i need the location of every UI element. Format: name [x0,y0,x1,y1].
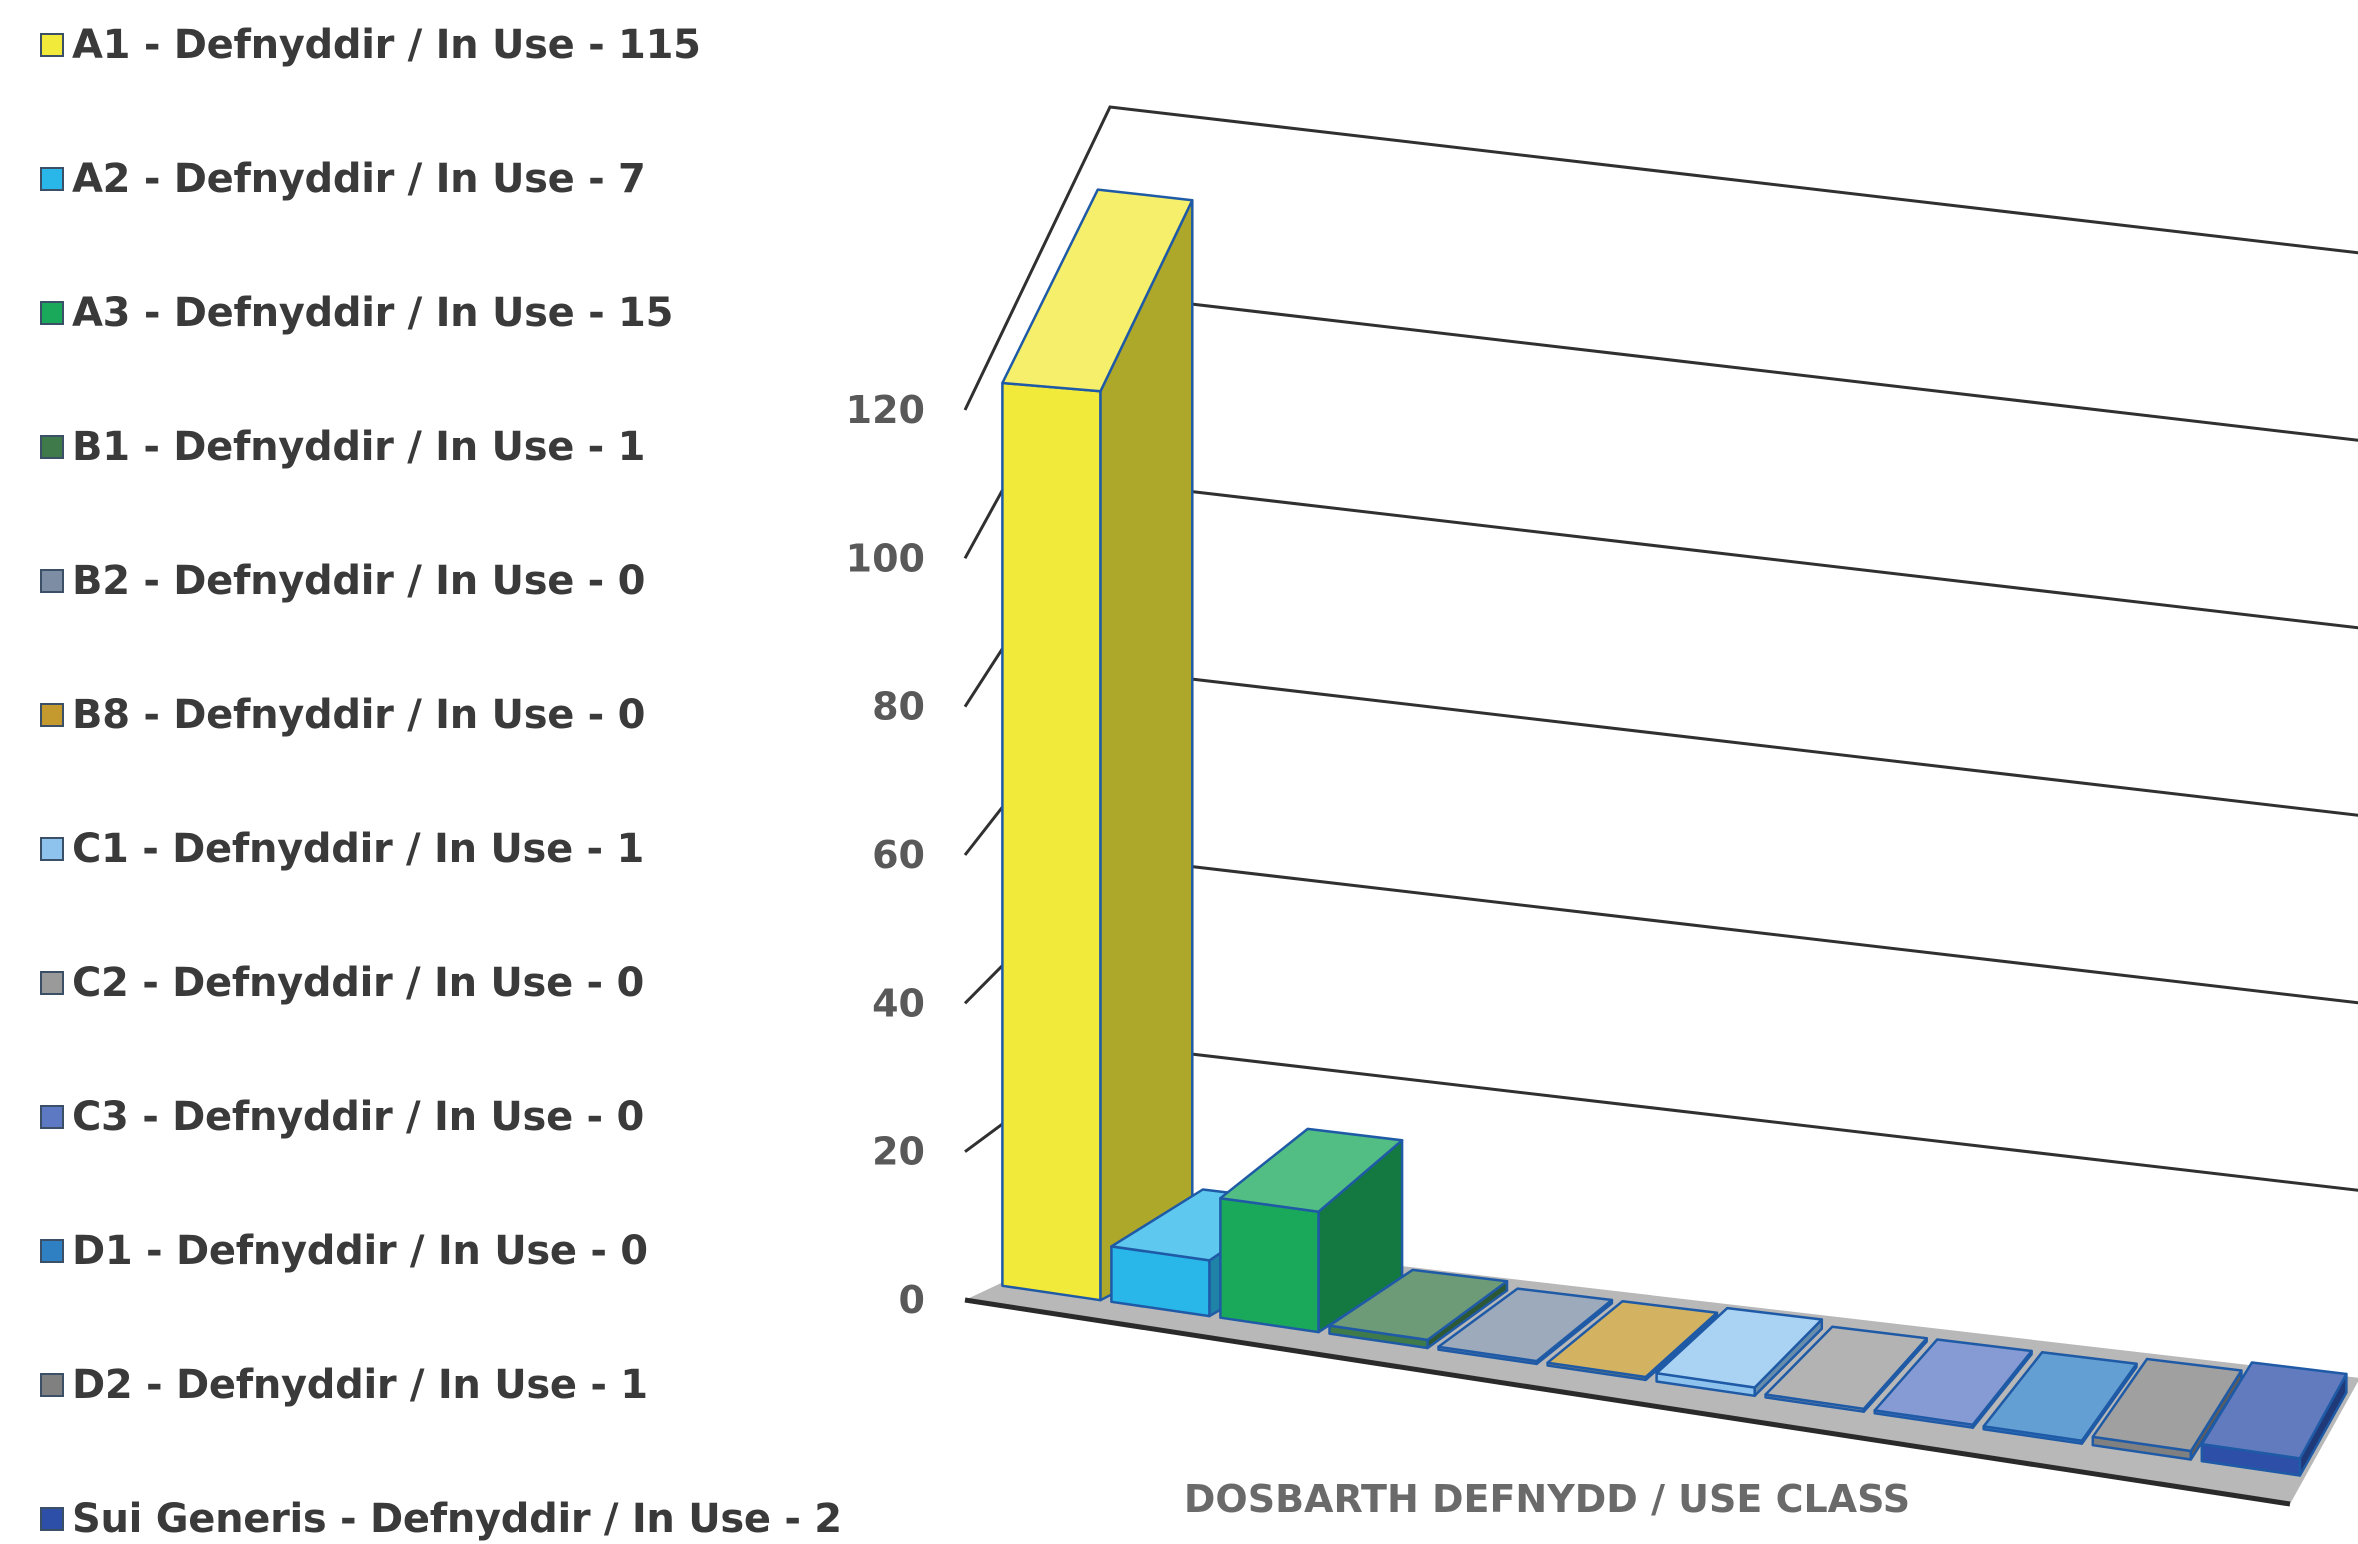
bar-top-face [1328,1268,1509,1342]
bar-top-face [1982,1351,2138,1442]
bar-top-face [1655,1306,1824,1389]
bar-c2 [1764,1325,1928,1413]
legend-label: B1 - Defnyddir / In Use - 1 [72,424,646,470]
legend-label: C3 - Defnyddir / In Use - 0 [72,1094,644,1140]
bar-a1 [1001,188,1194,1302]
bar-front-face [1001,381,1102,1302]
legend-swatch [40,167,64,191]
legend-label: D2 - Defnyddir / In Use - 1 [72,1362,648,1408]
bar-sui-generis [2200,1361,2348,1477]
bar-b8 [1546,1300,1719,1382]
bar-d2 [2091,1357,2243,1461]
bar-top-face [1764,1325,1928,1411]
legend-label: Sui Generis - Defnyddir / In Use - 2 [72,1496,842,1542]
legend-label: A1 - Defnyddir / In Use - 115 [72,22,701,68]
legend-item: B2 - Defnyddir / In Use - 0 [40,558,645,604]
legend-swatch [40,703,64,727]
legend-item: C1 - Defnyddir / In Use - 1 [40,826,644,872]
legend-item: A2 - Defnyddir / In Use - 7 [40,156,646,202]
bar-c1 [1655,1306,1824,1398]
y-tick-label: 60 [872,833,925,877]
legend-swatch [40,971,64,995]
bar-top-face [2091,1357,2243,1453]
legend-swatch [40,1105,64,1129]
legend-label: C2 - Defnyddir / In Use - 0 [72,960,644,1006]
y-tick-label: 20 [872,1130,925,1174]
legend-item: C3 - Defnyddir / In Use - 0 [40,1094,644,1140]
bar-d1 [1982,1351,2138,1445]
bar-top-face [1219,1127,1404,1213]
legend-label: B2 - Defnyddir / In Use - 0 [72,558,646,604]
gridline [963,105,2358,411]
legend-label: A3 - Defnyddir / In Use - 15 [72,290,674,336]
bar-top-face [1437,1287,1614,1363]
bar-front-face [1219,1196,1320,1334]
legend-item: D1 - Defnyddir / In Use - 0 [40,1228,648,1274]
legend-item: Sui Generis - Defnyddir / In Use - 2 [40,1496,842,1542]
y-tick-label: 100 [846,536,925,580]
y-tick-label: 120 [846,388,925,432]
legend-swatch [40,1373,64,1397]
bar-a3 [1219,1127,1404,1334]
y-tick-label: 80 [872,685,925,729]
legend-swatch [40,301,64,325]
legend-swatch [40,569,64,593]
y-tick-label: 40 [872,981,925,1025]
bar-top-face [1873,1338,2033,1426]
legend-item: B1 - Defnyddir / In Use - 1 [40,424,645,470]
x-axis-title: DOSBARTH DEFNYDD / USE CLASS [1184,1477,1910,1521]
bar-b2 [1437,1287,1614,1366]
bar-c3 [1873,1338,2033,1429]
bar-top-face [1546,1300,1719,1379]
bar-top-face [1001,188,1194,393]
legend-swatch [40,435,64,459]
legend-item: A1 - Defnyddir / In Use - 115 [40,22,701,68]
legend-label: C1 - Defnyddir / In Use - 1 [72,826,644,872]
legend-swatch [40,33,64,57]
legend-item: B8 - Defnyddir / In Use - 0 [40,692,645,738]
bar-top-face [2200,1361,2348,1460]
legend-swatch [40,1507,64,1531]
legend-label: D1 - Defnyddir / In Use - 0 [72,1228,648,1274]
floor-front-edge [964,1297,2291,1507]
legend-item: A3 - Defnyddir / In Use - 15 [40,290,673,336]
legend-item: D2 - Defnyddir / In Use - 1 [40,1362,648,1408]
legend-item: C2 - Defnyddir / In Use - 0 [40,960,644,1006]
legend-label: A2 - Defnyddir / In Use - 7 [72,156,646,202]
bar-b1 [1328,1268,1509,1350]
y-tick-label: 0 [899,1278,925,1322]
legend-swatch [40,1239,64,1263]
legend-label: B8 - Defnyddir / In Use - 0 [72,692,646,738]
legend-swatch [40,837,64,861]
